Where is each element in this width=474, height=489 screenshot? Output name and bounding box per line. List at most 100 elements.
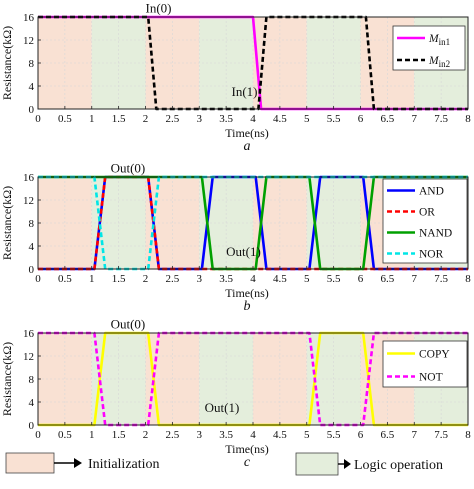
- x-tick-label: 1: [89, 113, 95, 125]
- y-tick-label: 0: [29, 264, 35, 276]
- x-tick-label: 8: [465, 429, 471, 441]
- y-tick-label: 4: [29, 397, 35, 409]
- legend-label: NAND: [419, 228, 452, 240]
- x-tick-label: 2.5: [166, 429, 180, 441]
- x-tick-label: 1.5: [112, 429, 126, 441]
- x-tick-label: 6.5: [381, 429, 395, 441]
- y-axis-label: Resistance(kΩ): [0, 342, 14, 416]
- series-line-not: [38, 331, 468, 427]
- x-axis-label: Time(ns): [225, 442, 269, 456]
- chart-panel-c: 0 0.5 1 1.5 2 2.5 3 3.5 4 4.5 5 5.5 6 6.5 7 7.5 8 0 4 8 12 16…: [0, 316, 471, 470]
- x-tick-label: 4.5: [273, 429, 287, 441]
- legend-label: OR: [419, 207, 435, 219]
- x-tick-label: 6.5: [381, 273, 395, 285]
- state-annotation: Out(1): [205, 400, 240, 415]
- initialization-arrow-icon: [54, 458, 82, 468]
- initialization-label: Initialization: [88, 457, 160, 472]
- y-axis-label: Resistance(kΩ): [0, 186, 14, 260]
- x-axis-label: Time(ns): [225, 286, 269, 300]
- x-tick-label: 3: [197, 273, 203, 285]
- x-tick-label: 2.5: [166, 113, 180, 125]
- x-tick-label: 8: [465, 273, 471, 285]
- state-annotation: In(0): [146, 0, 172, 15]
- x-tick-label: 4: [250, 113, 256, 125]
- x-tick-label: 3.5: [219, 113, 233, 125]
- y-tick-label: 8: [29, 218, 35, 230]
- shading-legend: Initialization Logic operation: [5, 452, 443, 476]
- x-tick-label: 1: [89, 273, 95, 285]
- legend-box: [382, 178, 468, 264]
- x-tick-label: 4: [250, 429, 256, 441]
- x-tick-label: 5: [304, 273, 310, 285]
- initialization-swatch: [5, 452, 55, 474]
- x-tick-label: 0.5: [58, 113, 72, 125]
- y-tick-label: 16: [23, 328, 35, 340]
- x-tick-label: 5.5: [327, 429, 341, 441]
- x-tick-label: 2: [143, 113, 149, 125]
- x-tick-label: 7.5: [434, 113, 448, 125]
- x-tick-label: 2.5: [166, 273, 180, 285]
- y-tick-label: 8: [29, 58, 35, 70]
- chart-panel-b: 0 0.5 1 1.5 2 2.5 3 3.5 4 4.5 5 5.5 6 6.5 7 7.5 8 0 4 8 12 16…: [0, 160, 471, 314]
- series-legend: AND OR NAND NOR: [382, 178, 468, 264]
- logic-operation-label: Logic operation: [354, 458, 443, 473]
- legend-subscript: in2: [439, 59, 451, 69]
- x-tick-label: 4.5: [273, 113, 287, 125]
- legend-label: COPY: [419, 349, 450, 361]
- x-tick-label: 1.5: [112, 113, 126, 125]
- chart-panels: 0 0.5 1 1.5 2 2.5 3 3.5 4 4.5 5 5.5 6 6.5 7 7.5 80481216…: [0, 0, 471, 470]
- legend-label: NOT: [419, 372, 443, 384]
- y-tick-label: 0: [29, 104, 35, 116]
- y-tick-label: 16: [23, 12, 35, 24]
- legend-label: Min1: [428, 33, 450, 47]
- x-tick-label: 5.5: [327, 273, 341, 285]
- x-tick-label: 7: [412, 273, 418, 285]
- legend-label: AND: [419, 186, 444, 198]
- legend-box: [382, 340, 468, 388]
- y-tick-label: 16: [23, 172, 35, 184]
- legend-label: NOR: [419, 249, 444, 261]
- x-tick-label: 5.5: [327, 113, 341, 125]
- x-tick-label: 2: [143, 273, 149, 285]
- x-tick-label: 3: [197, 429, 203, 441]
- x-tick-label: 7: [412, 113, 418, 125]
- logic-operation-arrow-icon: [338, 459, 351, 469]
- x-tick-label: 4.5: [273, 273, 287, 285]
- x-tick-label: 6: [358, 429, 364, 441]
- series-legend: Min1 Min2: [392, 25, 466, 71]
- x-tick-label: 6: [358, 273, 364, 285]
- state-annotation: In(1): [232, 84, 258, 99]
- x-tick-label: 7: [412, 429, 418, 441]
- legend-subscript: in1: [439, 37, 451, 47]
- y-tick-label: 12: [23, 351, 34, 363]
- x-tick-label: 6: [358, 113, 364, 125]
- x-tick-label: 1: [89, 429, 95, 441]
- y-tick-label: 12: [23, 35, 34, 47]
- logic-operation-swatch: [295, 452, 339, 476]
- x-tick-label: 6.5: [381, 113, 395, 125]
- x-tick-label: 8: [465, 113, 471, 125]
- y-tick-label: 8: [29, 374, 35, 386]
- legend-box: [392, 25, 466, 71]
- y-tick-label: 0: [29, 420, 35, 432]
- x-tick-label: 0: [35, 113, 41, 125]
- panel-label: c: [244, 455, 251, 470]
- x-tick-label: 5: [304, 429, 310, 441]
- panel-label: b: [244, 299, 251, 314]
- x-tick-label: 2: [143, 429, 149, 441]
- x-tick-label: 0.5: [58, 429, 72, 441]
- x-tick-label: 7.5: [434, 429, 448, 441]
- x-tick-label: 1.5: [112, 273, 126, 285]
- y-tick-label: 12: [23, 195, 34, 207]
- chart-panel-a: 0 0.5 1 1.5 2 2.5 3 3.5 4 4.5 5 5.5 6 6.5 7 7.5 8 0 4 8 12 16…: [0, 0, 471, 154]
- x-tick-label: 0: [35, 429, 41, 441]
- legend-label: Min2: [428, 55, 450, 69]
- x-tick-label: 3.5: [219, 273, 233, 285]
- x-tick-label: 0: [35, 273, 41, 285]
- panel-label: a: [244, 139, 251, 154]
- state-annotation: Out(1): [226, 244, 261, 259]
- series-legend: COPY NOT: [382, 340, 468, 388]
- state-annotation: Out(0): [111, 316, 146, 331]
- y-tick-label: 4: [29, 81, 35, 93]
